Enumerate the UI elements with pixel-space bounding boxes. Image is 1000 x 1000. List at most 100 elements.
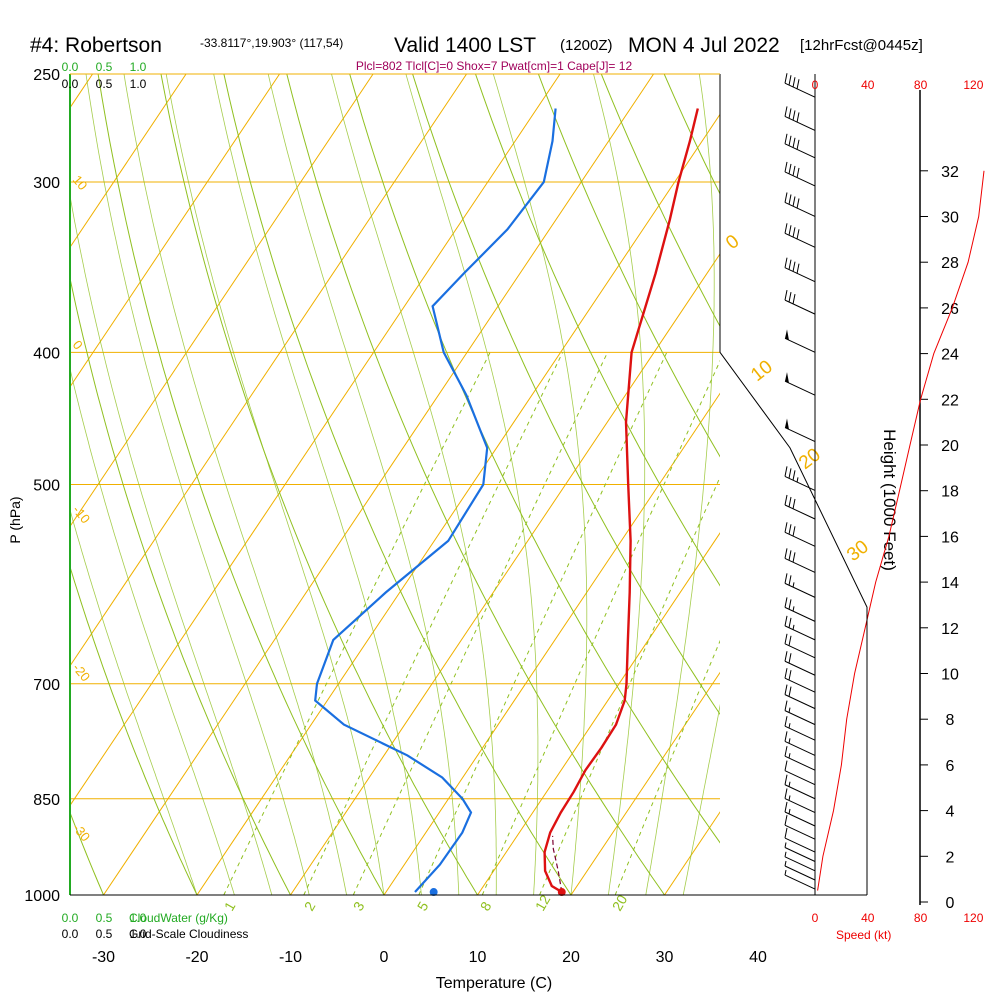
wind-barb-staff xyxy=(784,811,816,827)
speed-tick-bottom: 120 xyxy=(963,911,983,925)
wind-barb-pennant xyxy=(785,372,789,384)
wind-barb xyxy=(784,651,816,676)
wind-barb-staff xyxy=(784,643,816,659)
wind-barb-staff xyxy=(784,606,816,622)
mixing-ratio-label: 8 xyxy=(477,899,495,914)
temperature-profile xyxy=(543,108,699,894)
dry-adiabat-label: 10 xyxy=(70,172,91,193)
height-tick-label: 20 xyxy=(941,438,959,455)
wind-barb xyxy=(784,860,816,881)
wind-barb-flag xyxy=(788,496,792,508)
cloudiness-tick-top: 0.0 xyxy=(62,77,79,91)
wind-barb-staff xyxy=(784,837,816,853)
height-tick-label: 0 xyxy=(946,895,955,912)
speed-tick-top: 80 xyxy=(914,78,928,92)
wind-barb-flag xyxy=(796,167,800,179)
wind-barb-staff xyxy=(784,856,816,872)
valid-time: Valid 1400 LST xyxy=(394,34,536,57)
wind-barb-flag xyxy=(784,161,788,173)
speed-tick-top: 120 xyxy=(963,78,983,92)
cloudwater-tick-top: 0.5 xyxy=(96,60,113,74)
wind-barb xyxy=(784,161,816,187)
isotherm-line xyxy=(852,74,1000,895)
isotherm-line xyxy=(290,253,720,895)
wind-barb-half-flag xyxy=(784,842,787,848)
height-tick-label: 8 xyxy=(946,712,955,729)
wind-barb xyxy=(784,731,816,756)
isotherm-label: 10 xyxy=(747,356,777,386)
wind-barb-flag xyxy=(784,746,788,757)
wind-barb-flag xyxy=(784,801,788,813)
wind-barb-flag xyxy=(784,573,788,584)
wind-barb-flag xyxy=(784,133,788,144)
dry-adiabat-label: -20 xyxy=(70,660,94,684)
dry-adiabat xyxy=(70,565,198,895)
cloudwater-tick-bottom: 0.5 xyxy=(96,911,113,925)
wind-barb-flag xyxy=(796,198,800,209)
height-axis-title: Height (1000 Feet) xyxy=(880,429,899,571)
wind-barb-flag xyxy=(784,651,788,662)
temperature-tick-label: -10 xyxy=(279,949,302,966)
wind-barb xyxy=(784,869,816,890)
wind-barb-flag xyxy=(792,552,796,563)
wind-barb xyxy=(784,815,816,840)
wind-barb xyxy=(784,494,816,520)
wind-barb-staff xyxy=(784,677,816,693)
mixing-ratio-label: 2 xyxy=(301,899,319,914)
moist-adiabat xyxy=(593,74,646,895)
dry-adiabat xyxy=(70,276,291,895)
cloudwater-tick-bottom: 1.0 xyxy=(130,911,147,925)
wind-panel-border xyxy=(719,352,868,895)
height-tick-label: 18 xyxy=(941,484,959,501)
wind-barb xyxy=(784,788,816,813)
wind-barb-flag xyxy=(792,137,796,148)
sounding-profiles xyxy=(314,108,699,897)
temperature-tick-label: 10 xyxy=(469,949,487,966)
wind-barb-flag xyxy=(788,599,792,610)
wind-speed-profile xyxy=(817,170,985,891)
wind-barb-half-flag xyxy=(796,477,799,483)
wind-barb-half-flag xyxy=(792,606,795,612)
wind-barb-flag xyxy=(796,79,800,90)
mixing-ratio-label: 20 xyxy=(609,892,631,914)
wind-barb xyxy=(784,372,816,396)
dry-adiabat-label: -30 xyxy=(70,820,94,844)
wind-barb-flag xyxy=(784,615,788,626)
background-grid xyxy=(0,74,1000,895)
wind-barb xyxy=(784,223,816,248)
dry-adiabat xyxy=(223,74,572,895)
wind-barb-flag xyxy=(788,524,792,535)
wind-barb-flag xyxy=(792,470,796,481)
wind-barb xyxy=(784,133,816,159)
temperature-tick-label: 30 xyxy=(656,949,674,966)
dry-adiabat xyxy=(412,74,720,716)
cloudwater-tick-top: 0.0 xyxy=(62,60,79,74)
dewpoint-profile xyxy=(314,108,557,893)
moist-adiabat xyxy=(645,74,715,895)
wind-barb-staff xyxy=(784,82,816,98)
dry-adiabat xyxy=(160,74,478,895)
cloudiness-tick-top: 1.0 xyxy=(130,77,147,91)
height-tick-label: 4 xyxy=(946,804,955,821)
isotherm-line xyxy=(70,74,187,249)
wind-barb-flag xyxy=(788,575,792,586)
height-tick-label: 10 xyxy=(941,667,959,684)
wind-and-height-panel: 0246810121416182022242628303200404080801… xyxy=(784,73,985,925)
dry-adiabat xyxy=(0,74,10,895)
wind-barb-staff xyxy=(784,770,816,786)
wind-barb-flag xyxy=(784,716,788,727)
dry-adiabat xyxy=(475,74,720,587)
isotherm-label: 20 xyxy=(795,444,825,474)
station-title: #4: Robertson xyxy=(30,34,162,57)
wind-barb-flag xyxy=(792,498,796,510)
wind-barb-half-flag xyxy=(792,624,795,630)
wind-barb-pennant xyxy=(785,329,789,341)
height-tick-label: 16 xyxy=(941,529,959,546)
pressure-tick-label: 250 xyxy=(33,67,60,84)
height-tick-label: 2 xyxy=(946,849,955,866)
wind-barb xyxy=(784,615,816,641)
moist-adiabat xyxy=(267,74,460,895)
cloudwater-tick-bottom: 0.0 xyxy=(62,911,79,925)
wind-barb-flag xyxy=(784,73,788,84)
wind-barb-flag xyxy=(784,633,788,644)
